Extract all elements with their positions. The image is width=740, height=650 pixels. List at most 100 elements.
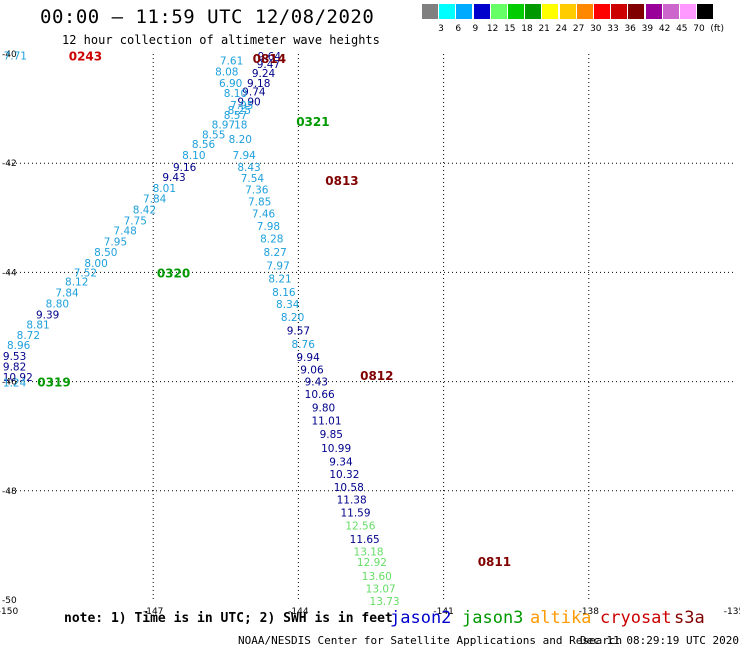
generated-timestamp: Dec 11 08:29:19 UTC 2020	[580, 634, 739, 647]
wave-height-point: 8.34	[276, 299, 300, 311]
legend-cryosat: cryosat	[600, 608, 672, 628]
wave-height-point: 7.85	[248, 196, 271, 208]
wave-height-point: 8.56	[192, 139, 216, 151]
colorbar-label: 12	[486, 24, 499, 34]
wave-height-point: 8.57	[224, 110, 247, 122]
colorbar-swatch	[490, 4, 507, 19]
wave-height-point: 8.01	[153, 183, 176, 195]
pass-time-label: 0811	[478, 555, 511, 569]
colorbar-swatch	[439, 4, 456, 19]
wave-height-point: 9.47	[257, 59, 280, 71]
wave-height-point: 9.43	[162, 172, 185, 184]
legend-jason2: jason2	[390, 608, 452, 628]
wave-height-point: 9.57	[287, 325, 310, 337]
colorbar-swatch	[594, 4, 610, 19]
pass-time-label: 0320	[157, 266, 190, 280]
wave-height-point: 9.74	[242, 87, 266, 99]
wave-height-point: 9.39	[36, 309, 59, 321]
wave-height-point: 8.12	[65, 277, 88, 289]
wave-height-point: 11.65	[350, 534, 380, 546]
pass-time-label: 0814	[253, 52, 286, 66]
wave-height-point: 11.38	[337, 495, 367, 507]
x-tick-label: -150	[0, 607, 18, 617]
wave-height-point: 8.50	[94, 247, 117, 259]
wave-height-point: 8.76	[292, 339, 316, 351]
x-tick-label: -141	[433, 607, 453, 617]
colorbar-label: 39	[641, 24, 654, 34]
wave-height-point: 13.73	[370, 596, 400, 608]
colorbar-swatch	[628, 4, 645, 19]
wave-height-point: 8.00	[84, 258, 107, 270]
wave-height-point: 8.28	[260, 234, 283, 246]
colorbar-swatch	[525, 4, 542, 19]
wave-height-point: 12.92	[357, 557, 387, 569]
colorbar-label: 30	[590, 24, 602, 34]
credit-text: NOAA/NESDIS Center for Satellite Applica…	[238, 634, 623, 647]
x-tick-label: -147	[143, 607, 163, 617]
wave-height-point: 7.48	[113, 225, 136, 237]
wave-height-point: 9.18	[247, 78, 270, 90]
wave-height-point: 7.97	[266, 260, 289, 272]
wave-height-point: 8.10	[182, 150, 205, 162]
y-tick-label: -48	[2, 487, 17, 497]
legend-jason3: jason3	[462, 608, 524, 628]
wave-height-point: 8.20	[229, 134, 252, 146]
wave-height-point: 7.84	[55, 288, 79, 300]
wave-height-point: 6.90	[219, 78, 242, 90]
wave-height-point: 7.54	[241, 173, 265, 185]
wave-height-point: 10.99	[321, 443, 351, 455]
wave-height-point: 10.92	[3, 372, 33, 384]
y-tick-label: -42	[2, 159, 17, 169]
colorbar-unit: (ft)	[710, 24, 724, 34]
wave-height-point: 8.21	[268, 273, 291, 285]
wave-height-point: 8.72	[17, 330, 40, 342]
wave-height-point: 8.97	[212, 119, 235, 131]
wave-height-point: 18	[234, 119, 247, 131]
colorbar-label: 36	[624, 24, 636, 34]
pass-time-label: 0321	[296, 115, 329, 129]
x-tick-label: -138	[579, 607, 600, 617]
wave-height-point: 9.43	[305, 377, 328, 389]
colorbar-swatch	[559, 4, 576, 19]
colorbar-label: 24	[555, 24, 568, 34]
wave-height-point: 10.58	[334, 482, 364, 494]
colorbar-swatch	[456, 4, 473, 19]
wave-height-point: 8.55	[202, 129, 225, 141]
pass-time-label: 0813	[325, 174, 358, 188]
wave-height-point: 7.98	[257, 221, 280, 233]
wave-height-point: 8.80	[46, 299, 69, 311]
colorbar-label: 27	[572, 24, 585, 34]
wave-height-point: 9.06	[300, 365, 324, 377]
y-tick-label: -40	[2, 50, 17, 60]
wave-height-point: 1.24	[3, 378, 27, 390]
colorbar-label: 3	[438, 24, 444, 34]
wave-height-point: 9.90	[237, 97, 260, 109]
wave-height-point: 9.53	[3, 351, 26, 363]
colorbar-swatch	[508, 4, 524, 19]
colorbar-label: 15	[504, 24, 516, 34]
wave-height-point: 9.16	[173, 162, 197, 174]
wave-height-point: 8.08	[215, 66, 238, 78]
wave-height-point: 7.52	[74, 267, 97, 279]
wave-height-point: 8.16	[272, 287, 296, 299]
colorbar-swatch	[680, 4, 696, 19]
wave-height-point: 9.82	[3, 361, 26, 373]
wave-height-point: 7.94	[232, 150, 256, 162]
footnote: note: 1) Time is in UTC; 2) SWH is in fe…	[64, 611, 393, 626]
colorbar-label: 70	[693, 24, 705, 34]
y-tick-label: -50	[2, 596, 17, 606]
legend-s3a: s3a	[674, 608, 705, 628]
colorbar-label: 9	[472, 24, 479, 34]
colorbar-swatch	[645, 4, 662, 19]
colorbar-swatch	[542, 4, 559, 19]
colorbar-swatch	[422, 4, 438, 19]
wave-height-point: 7.36	[245, 184, 269, 196]
colorbar-label: 21	[538, 24, 550, 34]
wave-height-point: 8.25	[228, 105, 251, 117]
colorbar-swatch	[662, 4, 679, 19]
colorbar-label: 18	[521, 24, 533, 34]
x-tick-label: -144	[288, 607, 309, 617]
wave-height-point: 8.10	[224, 88, 247, 100]
